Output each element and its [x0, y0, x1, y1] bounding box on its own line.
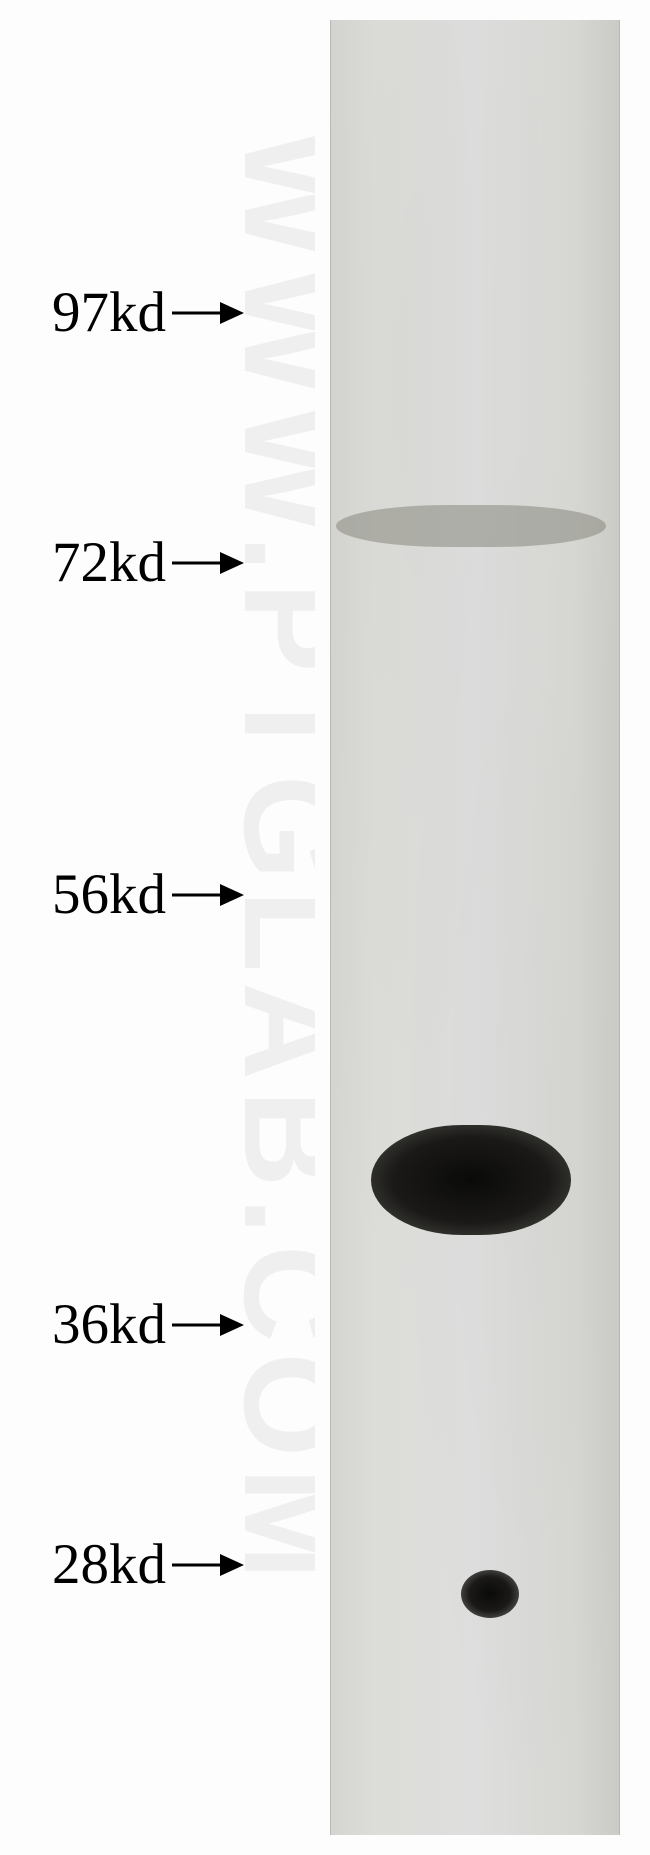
marker-56kd: 56kd	[52, 862, 244, 927]
band-72kd	[336, 505, 606, 547]
band-small-spot	[461, 1570, 519, 1618]
marker-label-text: 72kd	[52, 530, 166, 595]
arrow-icon	[172, 1310, 244, 1340]
marker-label-text: 56kd	[52, 862, 166, 927]
arrow-icon	[172, 298, 244, 328]
marker-label-text: 28kd	[52, 1532, 166, 1597]
arrow-icon	[172, 548, 244, 578]
watermark-text: WWW.PTGLAB.COM	[216, 130, 315, 1590]
blot-lane	[330, 20, 620, 1835]
marker-label-text: 36kd	[52, 1292, 166, 1357]
marker-36kd: 36kd	[52, 1292, 244, 1357]
marker-97kd: 97kd	[52, 280, 244, 345]
arrow-icon	[172, 880, 244, 910]
marker-72kd: 72kd	[52, 530, 244, 595]
band-main-strong	[371, 1125, 571, 1235]
arrow-icon	[172, 1550, 244, 1580]
marker-label-text: 97kd	[52, 280, 166, 345]
watermark: WWW.PTGLAB.COM	[175, 130, 315, 1730]
marker-28kd: 28kd	[52, 1532, 244, 1597]
